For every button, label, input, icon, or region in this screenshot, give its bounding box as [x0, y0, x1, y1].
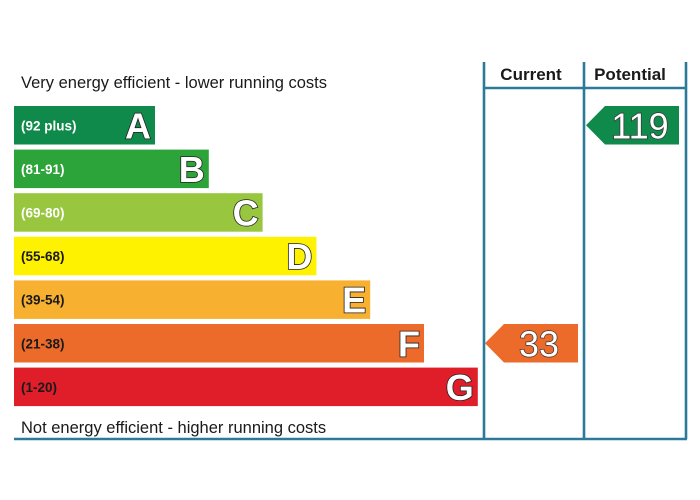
potential-rating-value: 119: [611, 105, 668, 146]
band-d-bar: [14, 236, 317, 276]
band-e-letter: E: [342, 280, 366, 321]
current-rating-value: 33: [519, 323, 559, 364]
rating-arrows: 33 119: [485, 105, 679, 365]
band-a-bar: [14, 106, 155, 145]
band-c-bar: [14, 193, 263, 232]
band-c-letter: C: [233, 192, 259, 233]
band-e-bar: [14, 280, 371, 319]
band-d-range-label: (55-68): [21, 249, 65, 264]
band-e-range-label: (39-54): [21, 293, 65, 308]
band-b-range-label: (81-91): [21, 162, 65, 177]
current-rating-arrow: [485, 324, 578, 363]
band-g-bar: [14, 367, 478, 407]
band-a-range-label: (92 plus): [21, 118, 77, 133]
potential-rating-arrow: [586, 106, 679, 145]
band-b-letter: B: [179, 149, 205, 190]
band-d-letter: D: [286, 236, 312, 277]
band-g-range-label: (1-20): [21, 380, 57, 395]
column-header-current: Current: [500, 65, 562, 84]
energy-bands: (92 plus) A (81-91) B (69-80) C (55-68) D (39-54…: [14, 104, 478, 409]
band-c-range-label: (69-80): [21, 205, 65, 220]
top-caption: Very energy efficient - lower running co…: [21, 74, 327, 92]
band-b-bar: [14, 149, 209, 189]
band-a-letter: A: [125, 105, 151, 146]
bottom-caption: Not energy efficient - higher running co…: [21, 419, 326, 437]
band-f-bar: [14, 324, 424, 363]
column-header-potential: Potential: [594, 65, 666, 84]
table-frame: [14, 62, 688, 441]
band-f-letter: F: [398, 323, 420, 364]
band-g-letter: G: [446, 367, 474, 408]
band-f-range-label: (21-38): [21, 336, 65, 351]
